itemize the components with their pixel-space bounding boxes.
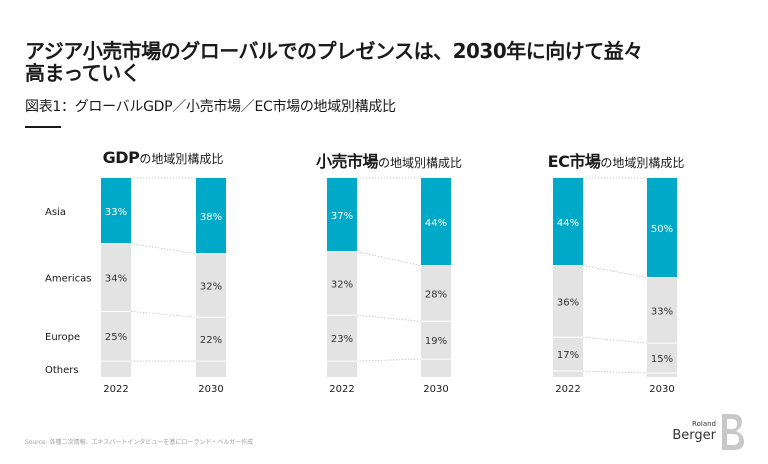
accent-rule [25, 126, 61, 128]
panel-title-main: EC市場 [547, 152, 601, 171]
bar-segment-americas-2022 [553, 265, 583, 338]
connector-line-2 [130, 310, 197, 318]
data-label-asia-2022: 44% [557, 218, 579, 229]
source-note: Source: 各種二次情報、エキスパートインタビューを基にローランド・ベルガー… [25, 439, 254, 446]
headline: アジア小売市場のグローバルでのプレゼンスは、2030年に向けて益々 高まっていく [25, 40, 725, 84]
headline-line-2: 高まっていく [25, 61, 141, 85]
logo-roland-text: Roland [692, 420, 716, 428]
bar-segment-others-2030 [647, 373, 677, 377]
panel-title-main: GDP [102, 148, 140, 167]
x-tick-label-2022: 2022 [555, 384, 580, 395]
bar-segment-asia-2022 [101, 178, 131, 244]
bar-segment-asia-2030 [196, 178, 226, 254]
x-tick-label-2022: 2022 [103, 384, 128, 395]
bar-segment-asia-2022 [327, 178, 357, 252]
panel-title-suffix: の地域別構成比 [139, 152, 224, 166]
headline-line-1: アジア小売市場のグローバルでのプレゼンスは、2030年に向けて益々 [25, 39, 643, 63]
data-label-europe-2022: 17% [557, 350, 579, 361]
bar-segment-europe-2030 [421, 321, 451, 360]
bar-segment-europe-2022 [327, 315, 357, 362]
row-label-europe: Europe [45, 332, 80, 343]
panel-title-suffix: の地域別構成比 [378, 156, 463, 170]
panel-title-main: 小売市場 [315, 152, 379, 171]
connector-line-1 [356, 251, 422, 266]
data-label-americas-2030: 33% [651, 306, 673, 317]
data-label-americas-2030: 28% [425, 289, 447, 300]
data-label-europe-2022: 25% [105, 332, 127, 343]
data-label-asia-2022: 37% [331, 211, 353, 222]
connector-line-1 [130, 243, 197, 255]
bar-segment-europe-2022 [101, 311, 131, 362]
bar-segment-asia-2030 [421, 178, 451, 266]
row-label-others: Others [45, 365, 79, 376]
row-label-asia: Asia [45, 207, 66, 218]
panel-title-suffix: の地域別構成比 [600, 156, 685, 170]
data-label-europe-2030: 19% [425, 336, 447, 347]
data-label-americas-2022: 36% [557, 297, 579, 308]
bar-segment-americas-2022 [101, 243, 131, 312]
x-tick-label-2022: 2022 [329, 384, 354, 395]
x-tick-label-2030: 2030 [198, 384, 223, 395]
logo-b-mark-icon [722, 414, 744, 450]
bar-segment-americas-2022 [327, 251, 357, 316]
data-label-americas-2030: 32% [200, 281, 222, 292]
roland-berger-logo: Roland Berger [672, 410, 746, 454]
bar-segment-others-2030 [196, 361, 226, 377]
bar-segment-others-2022 [101, 361, 131, 377]
bar-segment-others-2030 [421, 359, 451, 377]
connector-line-2 [356, 314, 422, 322]
bar-segment-europe-2030 [196, 317, 226, 362]
bar-segment-americas-2030 [421, 265, 451, 322]
bar-segment-asia-2030 [647, 178, 677, 278]
connector-line-1 [582, 265, 648, 278]
data-label-asia-2030: 50% [651, 224, 673, 235]
panel-title-ec: EC市場の地域別構成比 [496, 148, 736, 172]
logo-berger-text: Berger [672, 428, 716, 443]
data-label-europe-2030: 15% [651, 354, 673, 365]
data-label-asia-2030: 44% [425, 218, 447, 229]
panel-title-retail: 小売市場の地域別構成比 [269, 148, 509, 172]
panel-title-gdp: GDPの地域別構成比 [43, 148, 283, 167]
connector-line-2 [582, 336, 648, 344]
bar-segment-europe-2030 [647, 343, 677, 374]
data-label-asia-2030: 38% [200, 212, 222, 223]
data-label-asia-2022: 33% [105, 207, 127, 218]
bar-segment-europe-2022 [553, 337, 583, 372]
data-label-europe-2030: 22% [200, 335, 222, 346]
bar-segment-others-2022 [553, 371, 583, 377]
subtitle: 図表1：グローバルGDP／小売市場／EC市場の地域別構成比 [25, 99, 396, 115]
data-label-americas-2022: 34% [105, 274, 127, 285]
bar-segment-asia-2022 [553, 178, 583, 266]
x-tick-label-2030: 2030 [649, 384, 674, 395]
x-tick-label-2030: 2030 [423, 384, 448, 395]
bar-segment-americas-2030 [647, 277, 677, 344]
connector-line-3 [582, 370, 648, 374]
row-label-americas: Americas [45, 274, 91, 285]
bar-segment-americas-2030 [196, 253, 226, 318]
data-label-europe-2022: 23% [331, 334, 353, 345]
bar-segment-others-2022 [327, 361, 357, 377]
connector-line-3 [356, 358, 422, 362]
data-label-americas-2022: 32% [331, 279, 353, 290]
